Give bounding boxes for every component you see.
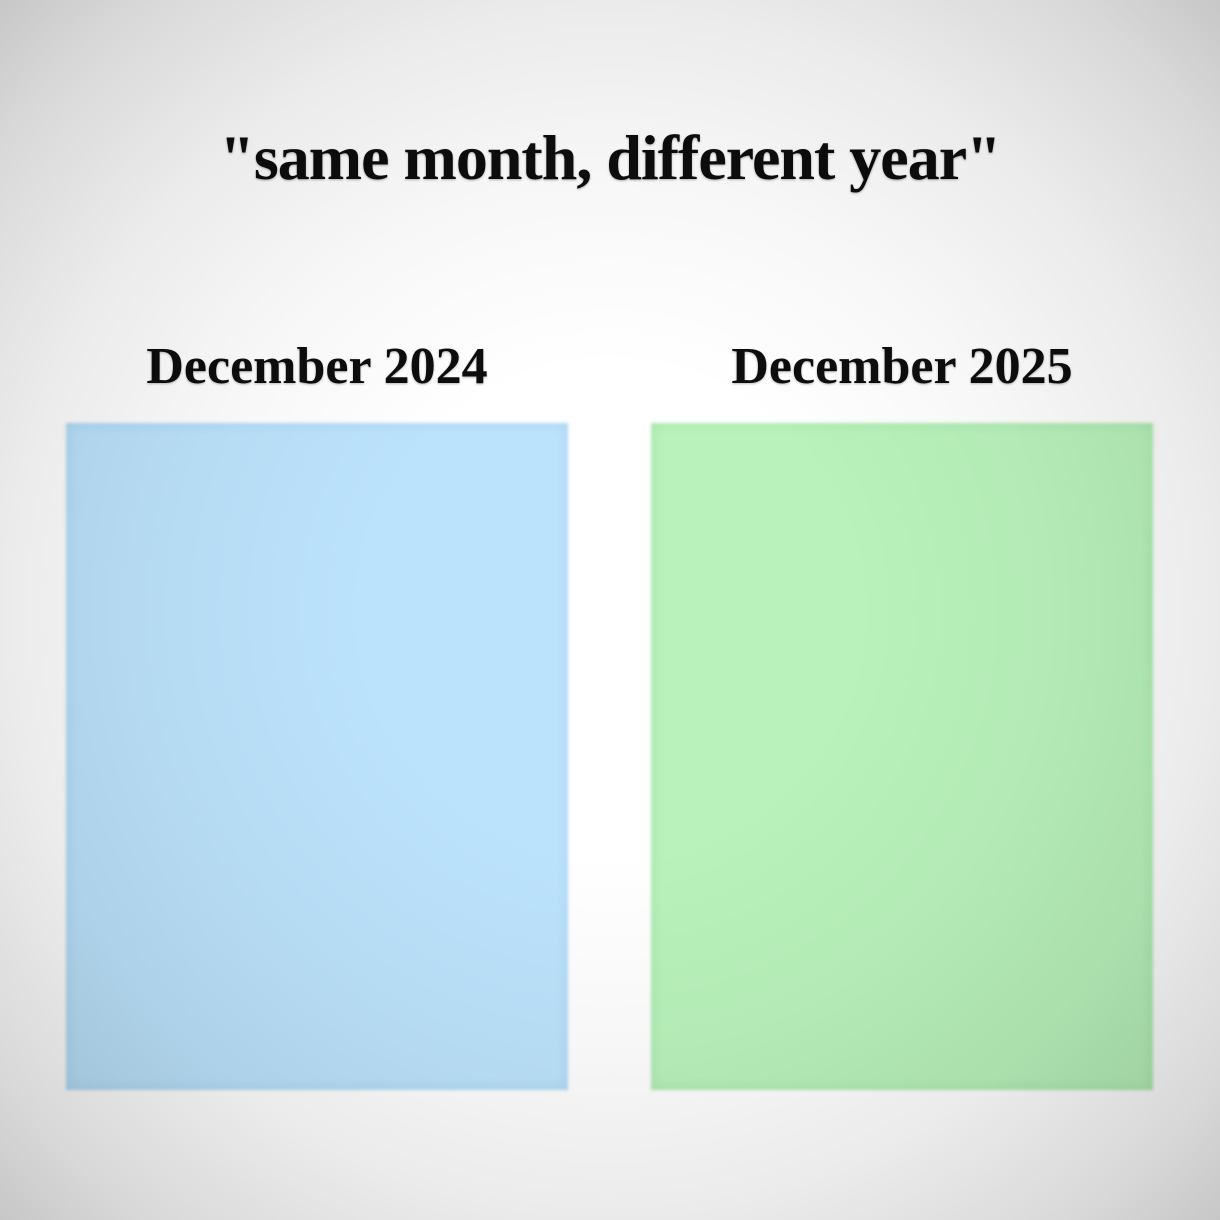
panel-label-december-2024: December 2024 xyxy=(146,338,488,395)
page-title: "same month, different year" xyxy=(219,122,1001,193)
december-2024-color-block xyxy=(66,423,568,1090)
december-2025-color-block xyxy=(651,423,1153,1090)
panel-label-december-2025: December 2025 xyxy=(731,338,1073,395)
panel-december-2024: December 2024 xyxy=(66,338,568,1090)
panel-december-2025: December 2025 xyxy=(651,338,1153,1090)
